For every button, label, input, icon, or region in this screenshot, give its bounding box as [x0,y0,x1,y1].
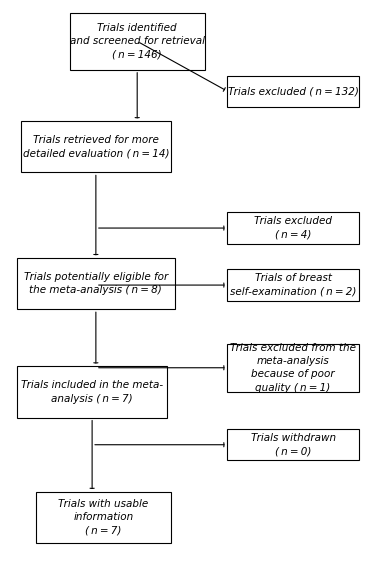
FancyBboxPatch shape [36,492,171,543]
Text: Trials of breast
self-examination ( n = 2): Trials of breast self-examination ( n = … [230,273,356,297]
Text: Trials excluded from the
meta-analysis
because of poor
quality ( n = 1): Trials excluded from the meta-analysis b… [230,343,356,393]
FancyBboxPatch shape [227,213,359,244]
Text: Trials identified
and screened for retrieval
( n = 146): Trials identified and screened for retri… [70,23,205,60]
Text: Trials excluded
( n = 4): Trials excluded ( n = 4) [254,217,332,240]
Text: Trials with usable
information
( n = 7): Trials with usable information ( n = 7) [58,499,149,536]
FancyBboxPatch shape [227,344,359,392]
Text: Trials withdrawn
( n = 0): Trials withdrawn ( n = 0) [251,433,336,456]
FancyBboxPatch shape [227,429,359,461]
FancyBboxPatch shape [227,269,359,301]
FancyBboxPatch shape [70,13,205,70]
FancyBboxPatch shape [227,76,359,107]
FancyBboxPatch shape [17,258,175,309]
Text: Trials retrieved for more
detailed evaluation ( n = 14): Trials retrieved for more detailed evalu… [23,135,169,158]
Text: Trials potentially eligible for
the meta-analysis ( n = 8): Trials potentially eligible for the meta… [24,272,168,295]
Text: Trials included in the meta-
analysis ( n = 7): Trials included in the meta- analysis ( … [21,380,163,403]
Text: Trials excluded ( n = 132): Trials excluded ( n = 132) [228,86,359,96]
FancyBboxPatch shape [17,366,167,418]
FancyBboxPatch shape [21,121,171,172]
